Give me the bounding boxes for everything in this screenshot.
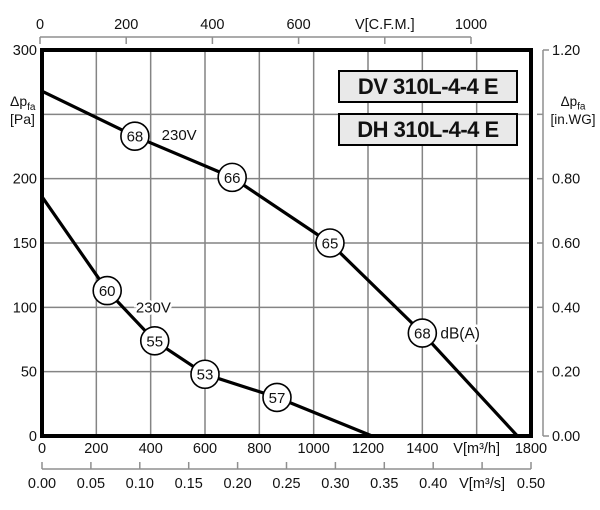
noise-marker-value: 68 xyxy=(414,326,431,343)
y-axis-title-left-symbol: Δpfa xyxy=(10,93,36,113)
x-bottom-tick-label: 200 xyxy=(84,441,108,457)
y-left-tick-label: 50 xyxy=(21,365,37,381)
x-top-tick-label: 1000 xyxy=(455,17,487,33)
noise-marker-value: 60 xyxy=(99,283,116,300)
x-bottom-tick-label: 1200 xyxy=(352,441,384,457)
x-bottom-tick-label: 600 xyxy=(193,441,217,457)
y-right-tick-label: 0.60 xyxy=(552,236,580,252)
x-bottom-tick-label: 1000 xyxy=(298,441,330,457)
x-bottom2-tick-label: 0.40 xyxy=(419,476,447,492)
y-left-tick-label: 300 xyxy=(13,43,37,59)
noise-marker-value: 57 xyxy=(269,390,286,407)
noise-marker-circle xyxy=(262,382,292,413)
y-axis-title-right-unit: [in.WG] xyxy=(550,112,596,127)
noise-marker-value: 65 xyxy=(322,236,339,253)
y-axis-title-left: Δpfa [Pa] xyxy=(10,94,52,127)
y-left-tick-label: 150 xyxy=(13,236,37,252)
y-left-tick-label: 100 xyxy=(13,300,37,316)
curve-high-speed-230V xyxy=(40,89,519,438)
model-badge-dh-label: DH 310L-4-4 E xyxy=(357,116,499,142)
noise-marker-value: 66 xyxy=(224,170,241,187)
curve-low-speed-230V xyxy=(40,195,374,438)
noise-marker-circle xyxy=(120,121,150,152)
x-top-tick-label: 200 xyxy=(114,17,138,33)
x-top-tick-label: V[C.F.M.] xyxy=(355,17,415,33)
noise-marker-value: 55 xyxy=(146,333,163,350)
curve-voltage-label: 230V xyxy=(136,299,171,316)
x-bottom-tick-label: 400 xyxy=(139,441,163,457)
noise-marker-circle xyxy=(315,228,345,258)
x-bottom2-tick-label: 0.15 xyxy=(175,476,203,492)
x-bottom2-tick-label: 0.50 xyxy=(517,476,545,492)
x-bottom-tick-label: 1400 xyxy=(406,441,438,457)
x-bottom2-tick-label: 0.25 xyxy=(272,476,300,492)
noise-marker-circle xyxy=(217,162,247,193)
model-badge-dh: DH 310L-4-4 E xyxy=(338,113,518,146)
noise-marker-circle xyxy=(407,318,438,348)
x-bottom2-tick-label: 0.05 xyxy=(77,476,105,492)
x-bottom-tick-label: V[m³/h] xyxy=(453,441,500,457)
x-bottom2-tick-label: 0.00 xyxy=(28,476,56,492)
y-axis-title-left-unit: [Pa] xyxy=(10,111,35,127)
x-top-tick-label: 600 xyxy=(286,17,310,33)
curve-voltage-label: 230V xyxy=(162,127,197,144)
x-bottom-tick-label: 1800 xyxy=(515,441,547,457)
x-bottom2-tick-label: 0.35 xyxy=(370,476,398,492)
x-bottom-tick-label: 800 xyxy=(247,441,271,457)
noise-marker-circle xyxy=(190,359,220,390)
x-bottom2-tick-label: 0.10 xyxy=(126,476,154,492)
y-right-tick-label: 0.40 xyxy=(552,300,580,316)
y-left-tick-label: 0 xyxy=(29,429,37,445)
model-badge-dv: DV 310L-4-4 E xyxy=(338,70,518,103)
noise-unit-label: dB(A) xyxy=(440,326,480,343)
y-right-tick-label: 1.20 xyxy=(552,43,580,59)
noise-marker-circle xyxy=(92,275,122,306)
noise-marker-circle xyxy=(139,325,170,356)
plot-frame xyxy=(40,48,533,438)
y-axis-title-right-symbol: Δpfa xyxy=(560,94,586,113)
y-axis-title-right: Δpfa [in.WG] xyxy=(550,94,596,127)
x-bottom-tick-label: 0 xyxy=(38,441,46,457)
y-right-tick-label: 0.20 xyxy=(552,365,580,381)
x-top-tick-label: 0 xyxy=(36,17,44,33)
x-bottom2-tick-label: 0.20 xyxy=(223,476,251,492)
noise-marker-value: 68 xyxy=(127,129,144,146)
y-right-tick-label: 0.80 xyxy=(552,172,580,188)
y-right-tick-label: 0.00 xyxy=(552,429,580,445)
y-left-tick-label: 200 xyxy=(13,172,37,188)
x-bottom2-tick-label: 0.30 xyxy=(321,476,349,492)
model-badge-dv-label: DV 310L-4-4 E xyxy=(357,73,499,99)
x-top-tick-label: 400 xyxy=(200,17,224,33)
x-bottom2-tick-label: V[m³/s] xyxy=(459,476,505,492)
noise-marker-value: 53 xyxy=(197,367,214,384)
